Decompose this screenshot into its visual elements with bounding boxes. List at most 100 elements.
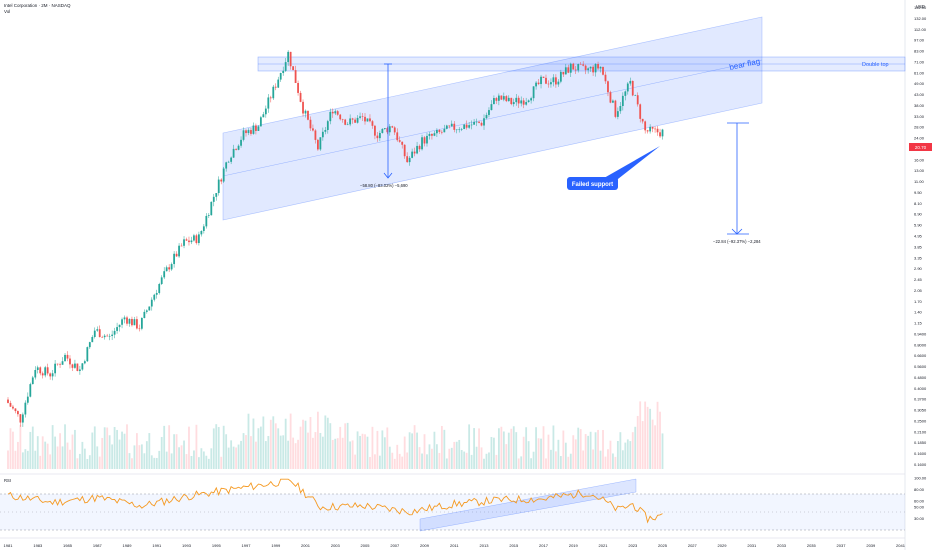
candle-body	[145, 310, 148, 312]
candle-body	[279, 73, 282, 80]
candle-body	[507, 97, 510, 102]
price-tick-label: 6.90	[914, 212, 923, 217]
price-tick-label: 33.00	[914, 114, 925, 119]
candle-body	[594, 64, 597, 73]
volume-bar	[453, 441, 456, 469]
year-tick-label: 2007	[390, 543, 400, 548]
candle-body	[160, 277, 163, 285]
volume-bar	[532, 451, 535, 469]
price-tick-label: 61.00	[914, 70, 925, 75]
candle-body	[106, 335, 109, 337]
volume-bar	[490, 437, 493, 469]
volume-bar	[317, 411, 319, 469]
candle-body	[532, 86, 535, 99]
candle-body	[574, 69, 577, 71]
volume-bar	[279, 435, 282, 469]
candle-body	[113, 330, 116, 335]
volume-bar	[59, 433, 61, 469]
candle-body	[143, 311, 146, 318]
volume-bar	[108, 435, 111, 469]
candle-body	[173, 253, 176, 265]
year-tick-label: 1981	[4, 543, 14, 548]
time-axis[interactable]: 1981 1983 1985 1987 1989 1991 1993 1995 1997 1999…	[4, 543, 906, 548]
volume-bar	[537, 438, 540, 469]
candle-body	[262, 114, 265, 118]
candle-body	[51, 373, 54, 377]
volume-bar	[252, 418, 255, 469]
failed-support-callout[interactable]	[567, 177, 618, 190]
price-tick-label: 16.00	[914, 157, 925, 162]
candle-body	[245, 130, 247, 134]
candle-body	[225, 162, 228, 169]
bear-flag-channel[interactable]	[222, 16, 763, 221]
volume-bar	[324, 415, 327, 469]
volume-bar	[302, 419, 304, 469]
volume-bar	[269, 419, 272, 469]
volume-bar	[641, 421, 644, 469]
price-tick-label: 0.3050	[914, 408, 927, 413]
candle-body	[393, 127, 396, 133]
candle-body	[185, 239, 188, 241]
volume-bar	[190, 455, 193, 469]
candle-body	[505, 96, 508, 102]
current-price-label: 20.70	[915, 145, 927, 150]
candle-body	[497, 95, 500, 101]
year-tick-label: 2031	[747, 543, 757, 548]
volume-bar	[443, 429, 446, 469]
candle-body	[364, 116, 366, 122]
candle-body	[131, 318, 133, 326]
volume-bar	[569, 453, 572, 469]
candle-body	[537, 82, 540, 85]
candle-body	[428, 133, 431, 136]
volume-bar	[517, 458, 520, 469]
volume-bar	[584, 434, 587, 469]
candle-body	[259, 117, 262, 127]
price-tick-label: 0.4800	[914, 375, 927, 380]
volume-bar	[21, 452, 24, 469]
candle-body	[609, 92, 612, 103]
volume-bar	[341, 437, 344, 469]
volume-bar	[88, 455, 91, 469]
volume-bar	[386, 427, 389, 469]
volume-bar	[19, 425, 22, 469]
volume-bar	[237, 444, 240, 469]
price-axis[interactable]: 152.00 132.00 112.00 97.00 83.00 71.00 61.00 49…	[914, 5, 927, 467]
volume-bar	[493, 437, 495, 469]
rsi-channel[interactable]	[419, 478, 637, 532]
volume-bar	[235, 447, 237, 469]
volume-bar	[445, 458, 448, 469]
candle-body	[331, 111, 334, 114]
volume-bar	[612, 453, 614, 469]
candle-body	[388, 126, 391, 133]
volume-bar	[557, 439, 560, 469]
candle-body	[272, 86, 275, 99]
candle-body	[458, 129, 461, 131]
volume-bar	[406, 452, 409, 469]
volume-bar	[460, 450, 463, 469]
volume-bar	[515, 432, 518, 469]
volume-bar	[312, 437, 314, 469]
candle-body	[118, 324, 121, 328]
price-tick-label: 97.00	[914, 38, 925, 43]
volume-bar	[17, 441, 19, 469]
candle-body	[21, 414, 24, 423]
volume-bar	[602, 430, 604, 469]
candle-body	[255, 125, 257, 131]
candle-body	[607, 81, 609, 93]
candle-body	[614, 100, 617, 117]
candle-body	[88, 342, 91, 348]
volume-bar	[36, 436, 39, 469]
candle-body	[480, 122, 483, 126]
candle-body	[158, 284, 161, 293]
volume-bar	[51, 425, 54, 469]
candle-body	[463, 124, 466, 130]
candle-body	[493, 98, 495, 105]
candle-body	[522, 100, 525, 105]
candle-body	[478, 121, 480, 123]
volume-bar	[91, 432, 94, 469]
year-tick-label: 1993	[182, 543, 192, 548]
year-tick-label: 2015	[509, 543, 519, 548]
candle-body	[66, 354, 69, 359]
